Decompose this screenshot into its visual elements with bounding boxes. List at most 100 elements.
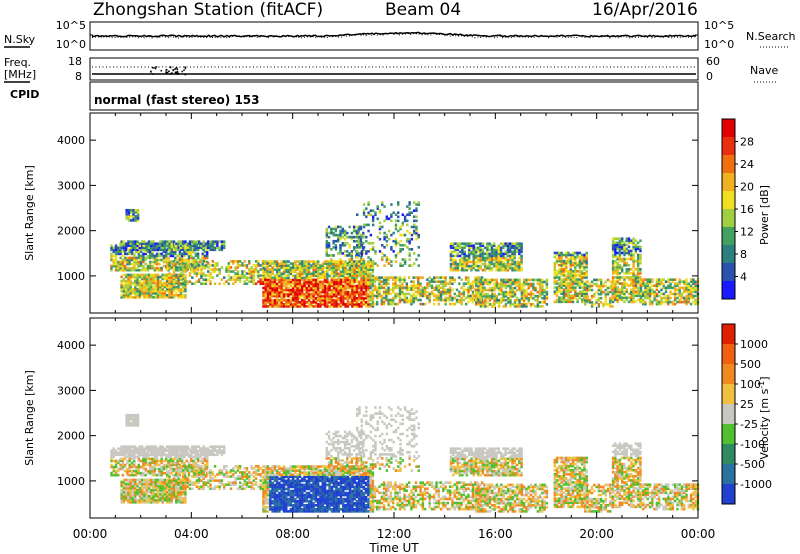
data-cell <box>170 262 173 265</box>
data-cell <box>314 292 318 296</box>
data-cell <box>627 241 631 245</box>
data-cell <box>158 246 161 250</box>
data-cell <box>525 290 528 294</box>
data-cell <box>678 298 681 302</box>
data-cell <box>646 290 649 294</box>
data-cell <box>576 284 579 287</box>
data-cell <box>154 246 157 250</box>
data-cell <box>417 278 420 281</box>
data-cell <box>417 282 420 286</box>
data-cell <box>398 298 402 302</box>
data-cell <box>362 241 365 245</box>
data-cell <box>367 298 370 302</box>
data-cell <box>291 286 295 290</box>
data-cell <box>576 292 579 296</box>
data-cell <box>146 254 150 258</box>
data-cell <box>307 278 311 282</box>
data-cell <box>289 262 293 265</box>
data-cell <box>143 482 146 486</box>
data-cell <box>161 277 164 281</box>
data-cell <box>114 248 118 252</box>
data-cell <box>536 278 540 282</box>
data-cell <box>367 303 370 306</box>
data-cell <box>529 296 533 300</box>
data-cell <box>532 303 535 306</box>
data-cell <box>229 270 233 273</box>
data-cell <box>166 274 169 277</box>
data-cell <box>371 241 375 245</box>
data-cell <box>135 260 138 264</box>
data-cell <box>337 303 340 306</box>
data-cell <box>367 270 370 274</box>
data-cell <box>330 254 333 257</box>
data-cell <box>353 262 356 265</box>
data-cell <box>478 276 482 279</box>
data-cell <box>143 501 146 504</box>
data-cell <box>134 289 137 293</box>
data-cell <box>484 303 487 306</box>
data-cell <box>184 289 187 293</box>
data-cell <box>360 262 363 265</box>
data-cell <box>655 282 659 286</box>
data-cell <box>359 246 363 249</box>
data-cell <box>586 298 589 302</box>
data-cell <box>140 285 144 289</box>
data-cell <box>346 231 349 235</box>
data-cell <box>630 278 633 281</box>
data-cell <box>538 280 542 284</box>
data-cell <box>192 256 195 260</box>
data-cell <box>355 305 359 308</box>
data-cell <box>346 292 350 296</box>
data-cell <box>142 264 145 268</box>
data-cell <box>456 268 459 272</box>
data-cell <box>381 252 384 255</box>
data-cell <box>497 246 501 250</box>
data-cell <box>121 254 125 258</box>
data-cell <box>334 264 338 267</box>
data-cell <box>660 298 663 302</box>
data-cell <box>462 294 466 298</box>
data-cell <box>536 282 540 286</box>
data-cell <box>599 278 603 282</box>
data-cell <box>403 258 407 261</box>
data-cell <box>475 282 478 286</box>
data-cell <box>326 294 329 298</box>
data-cell <box>488 303 492 306</box>
data-cell <box>155 246 159 250</box>
data-cell <box>417 292 420 296</box>
data-cell <box>511 278 514 282</box>
data-cell <box>136 296 139 299</box>
data-cell <box>280 290 283 294</box>
data-cell <box>269 282 272 286</box>
data-cell <box>164 266 168 270</box>
data-cell <box>455 298 459 302</box>
data-cell <box>266 278 269 281</box>
data-cell <box>301 274 304 278</box>
data-cell <box>576 280 579 283</box>
data-cell <box>266 280 269 284</box>
data-cell <box>168 274 171 277</box>
data-cell <box>110 246 113 250</box>
data-cell <box>560 261 563 265</box>
data-cell <box>355 272 359 276</box>
data-cell <box>522 278 526 282</box>
data-cell <box>301 272 304 276</box>
cpid-text: normal (fast stereo) 153 <box>94 93 260 107</box>
data-cell <box>177 242 180 246</box>
data-cell <box>401 292 404 296</box>
data-cell <box>584 298 587 302</box>
data-cell <box>213 268 217 271</box>
data-cell <box>136 501 139 504</box>
data-cell <box>471 284 475 288</box>
data-cell <box>326 272 329 276</box>
data-cell <box>110 268 113 272</box>
data-cell <box>152 277 155 281</box>
data-cell <box>655 292 659 296</box>
data-cell <box>449 254 453 258</box>
data-cell <box>328 294 331 298</box>
data-cell <box>266 264 269 267</box>
data-cell <box>495 300 498 304</box>
data-cell <box>149 250 152 254</box>
data-cell <box>150 242 153 246</box>
data-cell <box>460 302 463 306</box>
